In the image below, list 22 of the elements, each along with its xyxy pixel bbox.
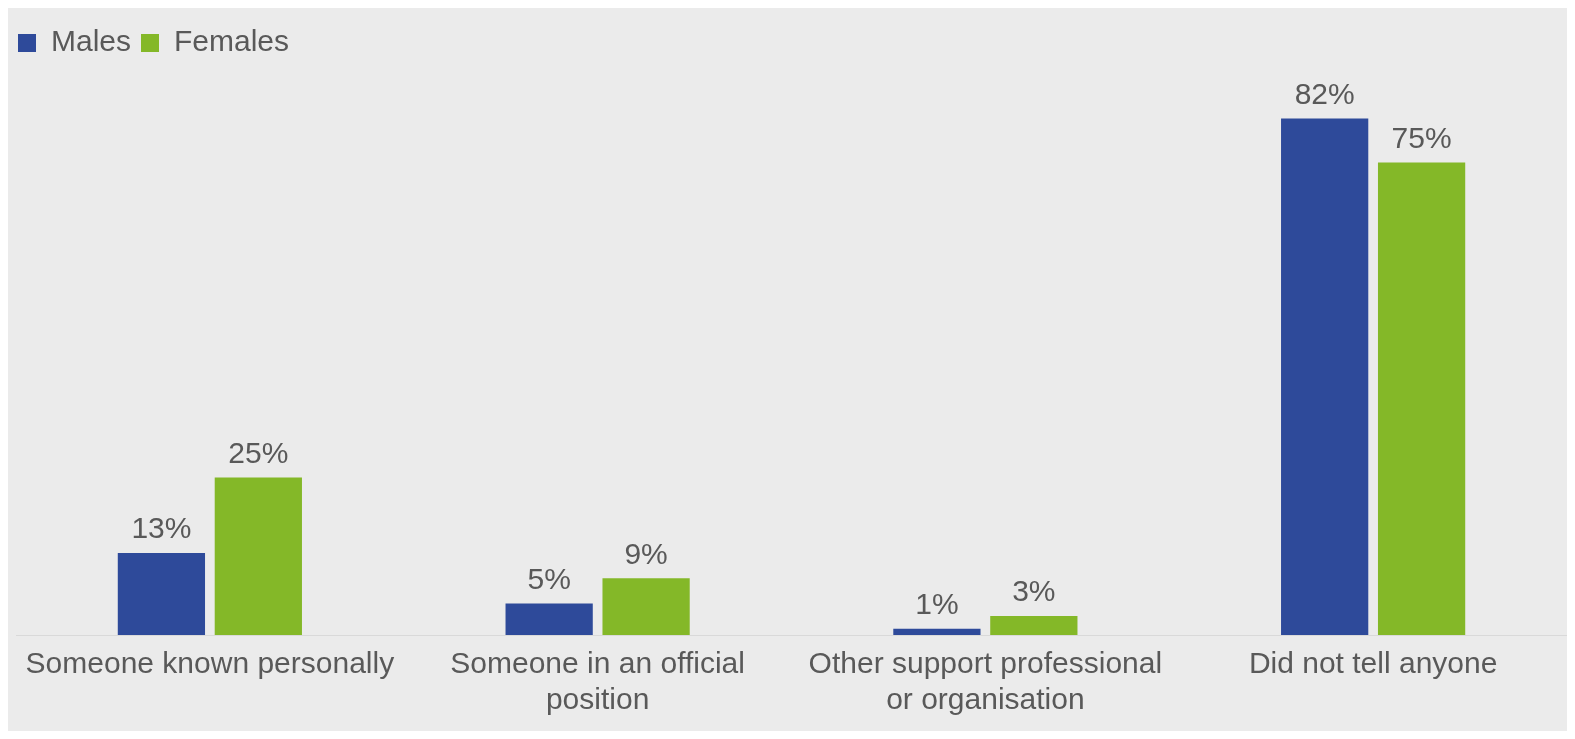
data-label: 25% [228,435,289,469]
data-label: 3% [1012,574,1056,608]
legend-label: Females [174,24,290,58]
data-label: 13% [131,511,192,545]
data-label: 5% [527,561,571,595]
bar [117,553,206,635]
legend-label: Males [51,24,132,58]
bar [505,603,593,635]
bar [214,477,302,635]
data-label: 75% [1391,120,1452,154]
bar [602,578,690,635]
bar [1377,162,1466,635]
data-label: 9% [624,536,668,570]
x-tick-label: Someone known personally [25,646,395,680]
bar [990,616,1078,635]
bar [893,628,981,635]
x-tick-label: Other support professional or organisation [808,646,1163,716]
x-tick-label: Someone in an official position [450,646,745,716]
bar [1281,118,1369,635]
data-label: 1% [915,586,959,620]
data-label: 82% [1294,76,1355,110]
x-tick-label: Did not tell anyone [1248,646,1498,680]
